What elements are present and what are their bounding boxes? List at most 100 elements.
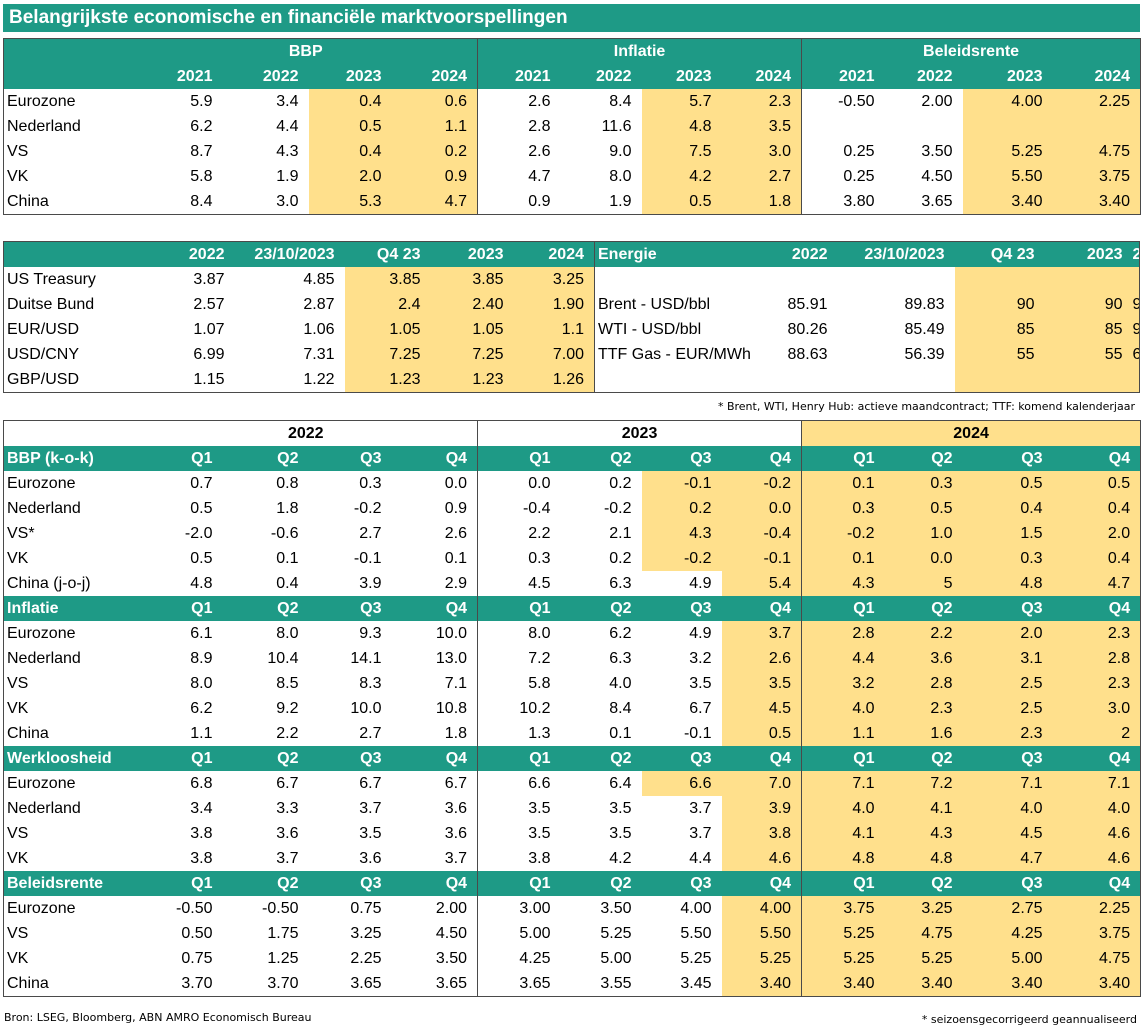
- energy-label: Brent - USD/bbl: [594, 292, 755, 317]
- header-cell: [3, 64, 135, 89]
- value-cell: 3.75: [801, 896, 885, 921]
- quarter-header: Q3: [641, 871, 722, 896]
- value-cell: 2.2: [477, 521, 561, 546]
- row-label: VS: [7, 674, 29, 692]
- section-title: Werkloosheid: [3, 746, 135, 771]
- value-cell: 0.8: [276, 474, 299, 492]
- header-row: 2022 23/10/2023 Q4 23 2023 2024 Energie 2022 23…: [3, 241, 1140, 267]
- table-row: Eurozone 5.9 3.4 0.4 0.6 2.6 8.4 5.7 2.3 -0.50 2.0…: [4, 89, 1141, 114]
- quarter-header: Q2: [560, 871, 642, 896]
- quarter-header: Q1: [134, 596, 223, 621]
- table-row: US Treasury 3.87 4.85 3.85 3.85 3.25: [4, 267, 1140, 292]
- value-cell: 3.40: [884, 971, 963, 997]
- value-cell: 4.6: [1052, 846, 1141, 871]
- value-cell: 1.8: [444, 724, 468, 742]
- value-cell: 3.6: [359, 849, 382, 867]
- energy-label: [594, 367, 755, 393]
- value-cell: 1.8: [721, 189, 802, 215]
- value-cell: 4.5: [962, 821, 1053, 846]
- value-cell: 3.70: [267, 974, 299, 992]
- year-header: 2024: [801, 420, 1141, 446]
- value-cell: 2.1: [609, 524, 632, 542]
- value-cell: -0.6: [270, 524, 299, 542]
- row-label: Eurozone: [7, 774, 76, 792]
- row-label: Duitse Bund: [7, 295, 95, 313]
- table-row: Nederland 6.2 4.4 0.5 1.1 2.8 11.6 4.8 3.5: [4, 114, 1141, 139]
- page-title: Belangrijkste economische en financiële …: [3, 4, 1140, 32]
- value-cell: 0.2: [391, 139, 478, 164]
- value-cell: 3.50: [600, 899, 632, 917]
- value-cell: 4.25: [962, 921, 1053, 946]
- value-cell: 3.40: [962, 971, 1053, 997]
- table-row: Nederland 3.4 3.3 3.7 3.6 3.5 3.5 3.7 3.9 4.0 4.1 4…: [4, 796, 1141, 821]
- value-cell: 10.4: [267, 649, 299, 667]
- value-cell: 4.1: [884, 796, 963, 821]
- column-header: 2024: [1132, 241, 1140, 267]
- value-cell: 5.50: [962, 164, 1053, 189]
- value-cell: 0.2: [609, 474, 632, 492]
- value-cell: -0.4: [477, 496, 561, 521]
- value-cell: 6.4: [609, 774, 632, 792]
- value-cell: 4.00: [721, 896, 802, 921]
- value-cell: 2.8: [884, 671, 963, 696]
- value-cell: 2.7: [359, 524, 382, 542]
- table-row: EUR/USD 1.07 1.06 1.05 1.05 1.1 WTI - USD/bbl 8…: [4, 317, 1140, 342]
- value-cell: -0.1: [721, 546, 802, 571]
- energy-value: [1132, 367, 1140, 393]
- value-cell: 1.23: [344, 367, 431, 393]
- value-cell: 3.5: [609, 799, 632, 817]
- value-cell: 2.87: [303, 295, 335, 313]
- value-cell: 3.9: [721, 796, 802, 821]
- row-label: VK: [7, 849, 29, 867]
- quarter-header: Q2: [884, 871, 963, 896]
- value-cell: 6.7: [276, 774, 299, 792]
- quarter-header: Q1: [477, 871, 561, 896]
- energy-value: 60: [1132, 342, 1140, 367]
- value-cell: 10.2: [477, 696, 561, 721]
- value-cell: 14.1: [350, 649, 382, 667]
- year-header: 2022: [287, 424, 324, 442]
- value-cell: 4.0: [801, 696, 885, 721]
- value-cell: 0.1: [801, 471, 885, 496]
- value-cell: 4.1: [801, 821, 885, 846]
- value-cell: 6.7: [689, 699, 712, 717]
- table-row: VS* -2.0 -0.6 2.7 2.6 2.2 2.1 4.3 -0.4 -0.2 1.0 1.5…: [4, 521, 1141, 546]
- energy-value: 90: [1044, 292, 1133, 317]
- value-cell: 3.8: [721, 821, 802, 846]
- value-cell: -0.1: [641, 471, 722, 496]
- value-cell: 8.7: [190, 142, 213, 160]
- value-cell: 4.4: [276, 117, 299, 135]
- energy-label: WTI - USD/bbl: [594, 317, 755, 342]
- value-cell: 5.8: [190, 167, 213, 185]
- quarter-header: Q2: [222, 596, 309, 621]
- value-cell: 0.0: [884, 546, 963, 571]
- value-cell: 4.8: [801, 846, 885, 871]
- quarter-header: Q3: [308, 746, 392, 771]
- quarter-header: Q2: [560, 596, 642, 621]
- quarter-header: Q1: [477, 446, 561, 471]
- value-cell: 3.7: [276, 849, 299, 867]
- value-cell: 2.00: [435, 899, 468, 917]
- value-cell: 0.0: [444, 474, 468, 492]
- value-cell: 4.50: [435, 924, 468, 942]
- energy-value: 85: [1044, 317, 1133, 342]
- value-cell: 0.7: [190, 474, 213, 492]
- value-cell: 5.00: [600, 949, 632, 967]
- value-cell: 3.87: [193, 270, 225, 288]
- row-label: Nederland: [7, 499, 81, 517]
- value-cell: 4.2: [641, 164, 722, 189]
- row-label: Nederland: [7, 799, 81, 817]
- value-cell: 0.4: [962, 496, 1053, 521]
- year-header: 2023: [641, 64, 722, 89]
- value-cell: -0.50: [176, 899, 213, 917]
- year-header: 2021: [477, 64, 561, 89]
- value-cell: 1.15: [193, 370, 225, 388]
- quarter-header: Q4: [391, 871, 478, 896]
- table-row: China 3.70 3.70 3.65 3.65 3.65 3.55 3.45 3.40 3.4…: [4, 971, 1141, 997]
- value-cell: 5.25: [801, 921, 885, 946]
- row-label: VS: [7, 824, 29, 842]
- value-cell: 9.0: [609, 142, 632, 160]
- section-header-row: Inflatie Q1 Q2 Q3 Q4 Q1 Q2 Q3 Q4 Q1 Q2 Q3 Q4: [3, 596, 1141, 621]
- quarter-header: Q4: [391, 746, 478, 771]
- value-cell: 3.50: [435, 949, 468, 967]
